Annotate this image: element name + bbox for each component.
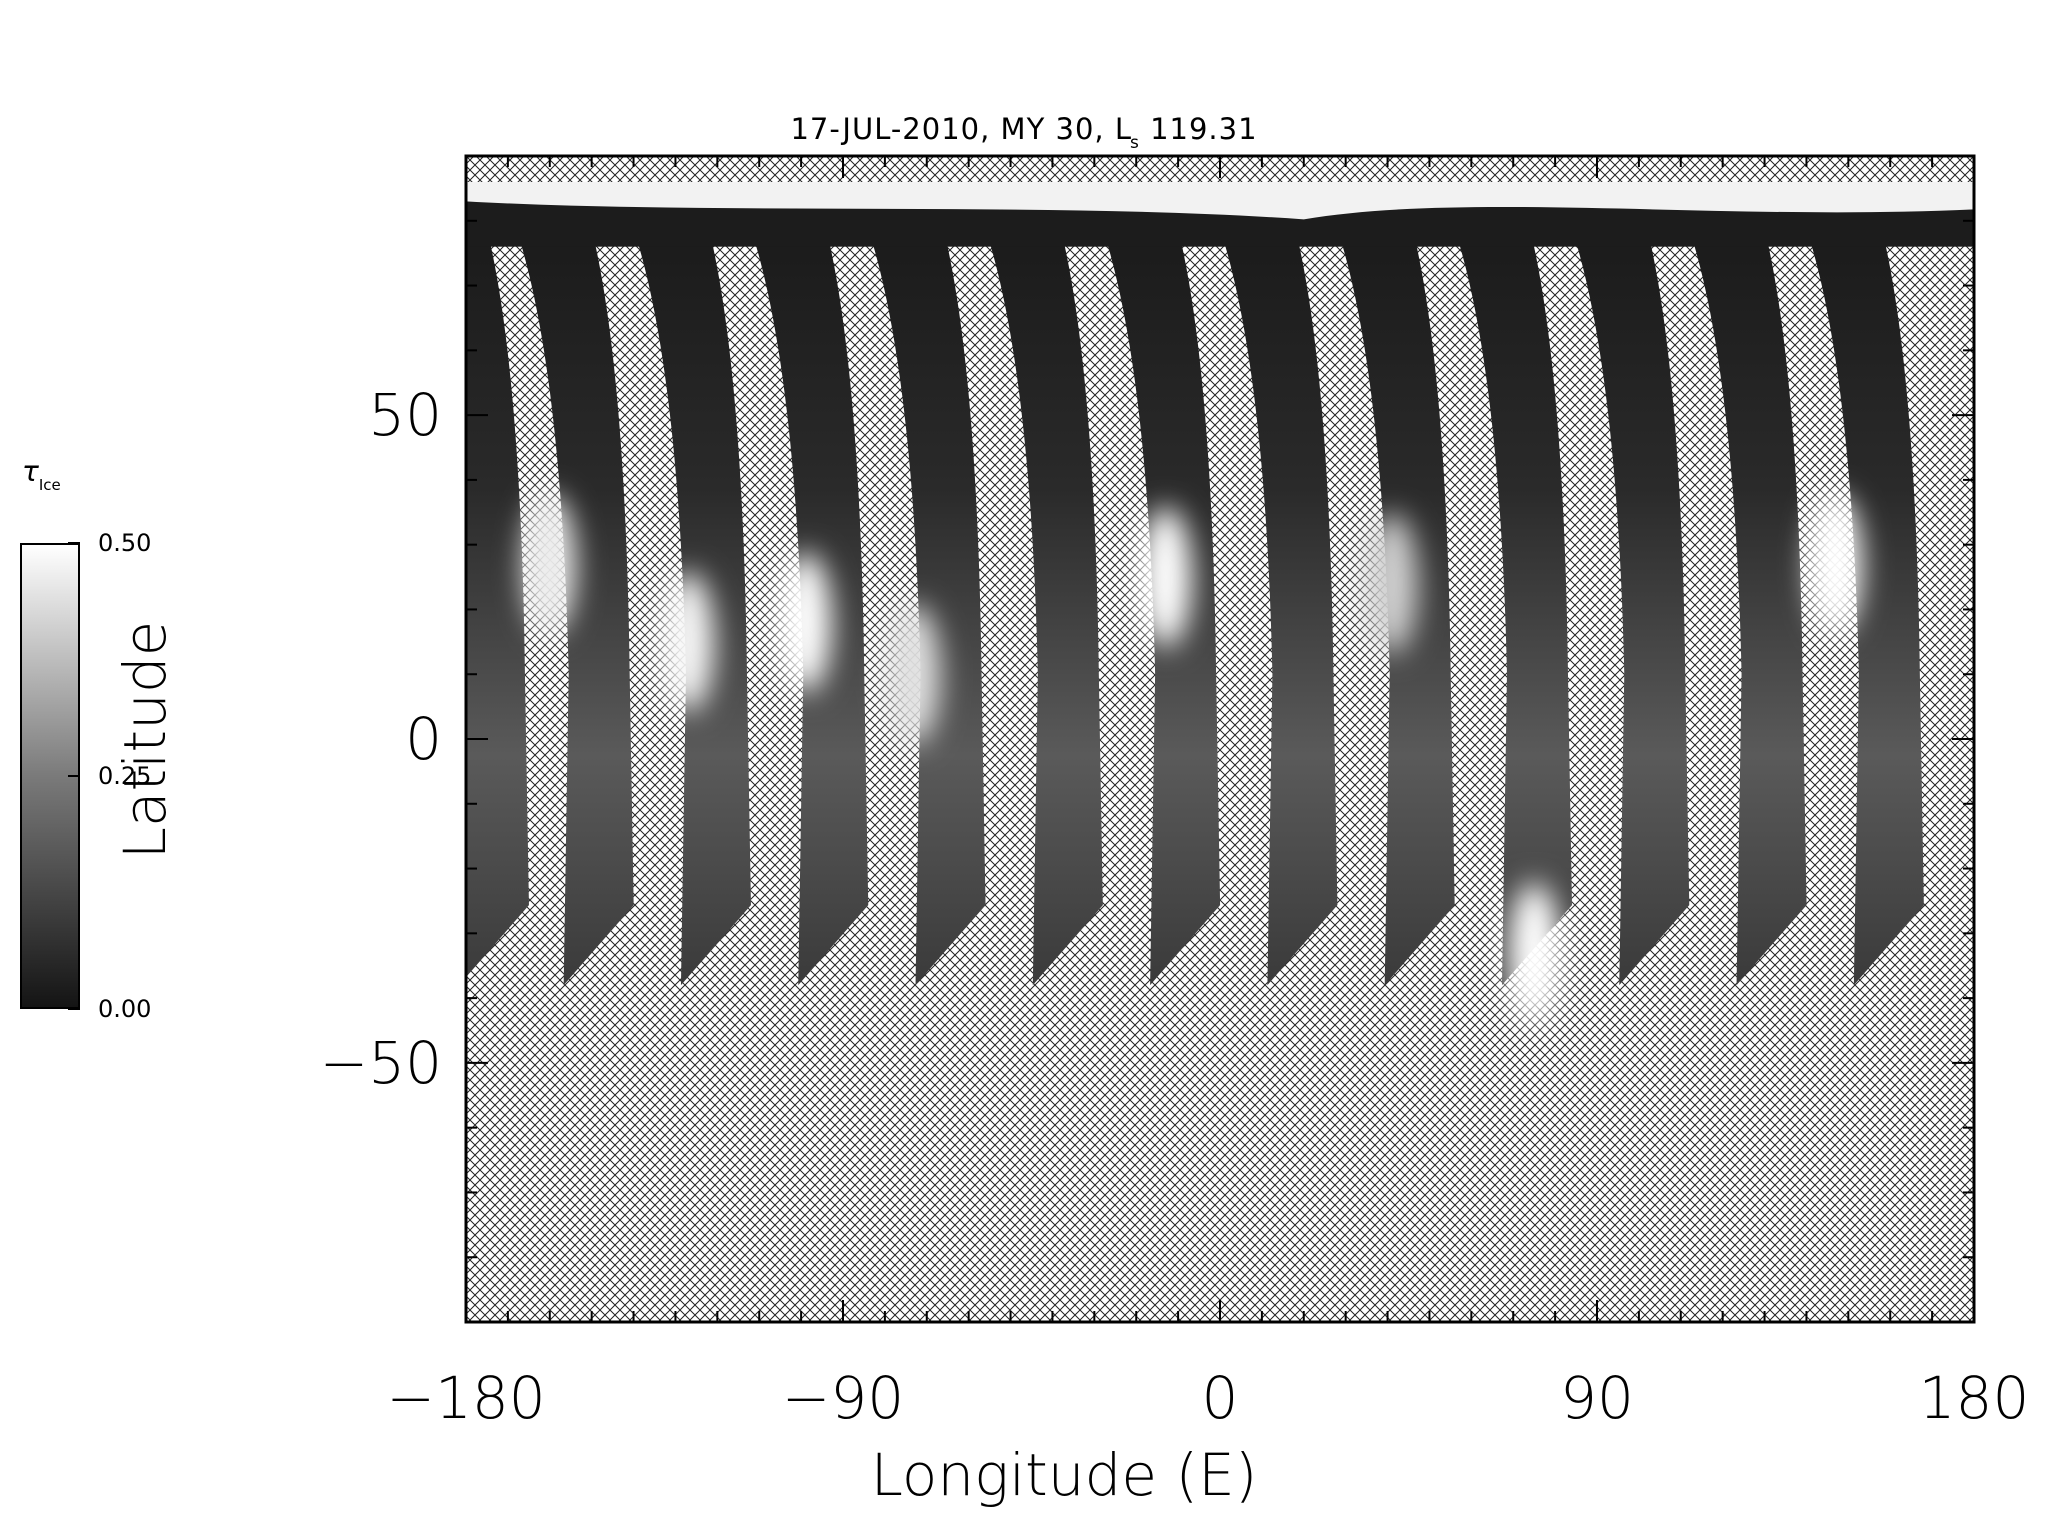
- colorbar-tick-label: 0.50: [98, 529, 152, 557]
- y-axis-label: Latitude: [111, 620, 179, 860]
- polar-cap-layer: [466, 156, 1974, 247]
- colorbar-tick-label: 0.00: [98, 995, 152, 1023]
- north-polar-cap: [466, 181, 1974, 220]
- ice-patch-3: [888, 604, 941, 745]
- swath-11: [1686, 220, 1807, 986]
- x-tick-label: 0: [1202, 1364, 1239, 1432]
- swath-0: [466, 220, 529, 978]
- ice-patch-2: [779, 552, 832, 693]
- swath-12: [1803, 220, 1924, 986]
- ice-patch-4: [1139, 507, 1192, 648]
- colorbar-tick-label: 0.25: [98, 762, 152, 790]
- swath-5: [982, 220, 1103, 986]
- swath-4: [865, 220, 986, 986]
- ice-patch-6: [1508, 882, 1561, 1023]
- ice-patch-0: [523, 494, 576, 635]
- swath-1: [513, 220, 634, 986]
- colorbar-tick: [68, 1008, 80, 1010]
- y-tick-label: 0: [405, 705, 442, 773]
- ice-patch-1: [662, 571, 715, 712]
- ice-patch-7: [1809, 494, 1862, 635]
- colorbar-title: τIce: [22, 455, 61, 494]
- ice-patch-5: [1365, 513, 1418, 654]
- axis-ticks: −180 −90 0 90 180 −50 0 50: [320, 155, 2030, 1432]
- swath-10: [1569, 220, 1690, 986]
- y-tick-label: 50: [368, 381, 442, 449]
- swath-layer: [466, 220, 1924, 986]
- colorbar-tick: [68, 542, 80, 544]
- x-axis-label: Longitude (E): [870, 1441, 1258, 1509]
- x-tick-label: −180: [386, 1364, 545, 1432]
- colorbar-tick: [68, 775, 80, 777]
- x-tick-label: −90: [782, 1364, 904, 1432]
- swath-7: [1217, 220, 1338, 986]
- swath-9: [1451, 220, 1572, 986]
- ice-patch-layer: [523, 494, 1862, 1023]
- x-tick-label: 90: [1560, 1364, 1634, 1432]
- chart-title: 17-JUL-2010, MY 30, Ls 119.31: [790, 112, 1258, 153]
- x-tick-label: 180: [1919, 1364, 2030, 1432]
- y-tick-label: −50: [320, 1029, 442, 1097]
